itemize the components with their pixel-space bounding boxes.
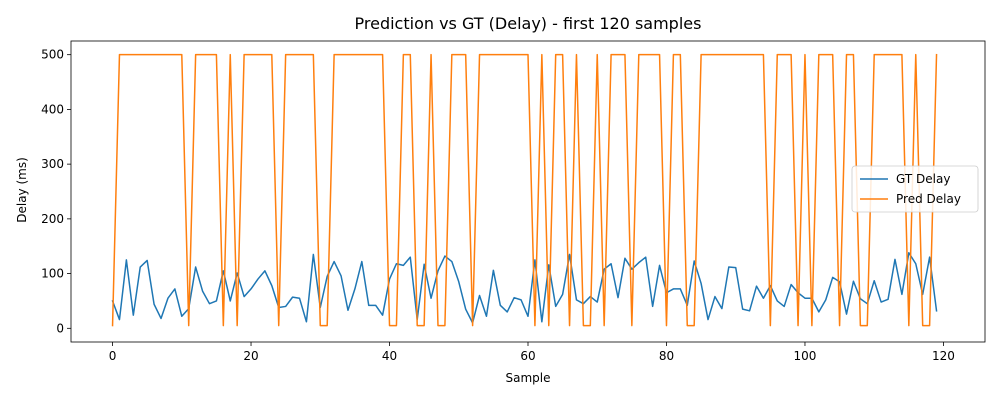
x-tick-label: 100	[794, 349, 817, 363]
x-tick-label: 20	[243, 349, 258, 363]
y-tick-label: 200	[41, 212, 64, 226]
y-tick-label: 0	[56, 321, 64, 335]
x-tick-label: 120	[932, 349, 955, 363]
axes: 0 20 40 60 80 100 120 0 100 200 300 400 500	[41, 40, 986, 363]
plot-frame	[70, 40, 986, 343]
plot-area	[111, 53, 938, 327]
x-tick-label: 0	[109, 349, 117, 363]
y-tick-label: 400	[41, 102, 64, 116]
x-tick-label: 60	[520, 349, 535, 363]
legend: GT Delay Pred Delay	[851, 165, 979, 213]
legend-label: GT Delay	[896, 172, 950, 186]
chart-title: Prediction vs GT (Delay) - first 120 sam…	[355, 14, 702, 33]
y-tick-label: 100	[41, 267, 64, 281]
y-tick-label: 300	[41, 157, 64, 171]
x-tick-label: 80	[659, 349, 674, 363]
y-axis-label: Delay (ms)	[15, 157, 29, 223]
x-axis-label: Sample	[506, 371, 551, 385]
legend-box	[851, 165, 979, 213]
series-line-pred-delay	[111, 53, 938, 327]
y-tick-label: 500	[41, 48, 64, 62]
x-tick-label: 40	[382, 349, 397, 363]
legend-label: Pred Delay	[896, 192, 961, 206]
